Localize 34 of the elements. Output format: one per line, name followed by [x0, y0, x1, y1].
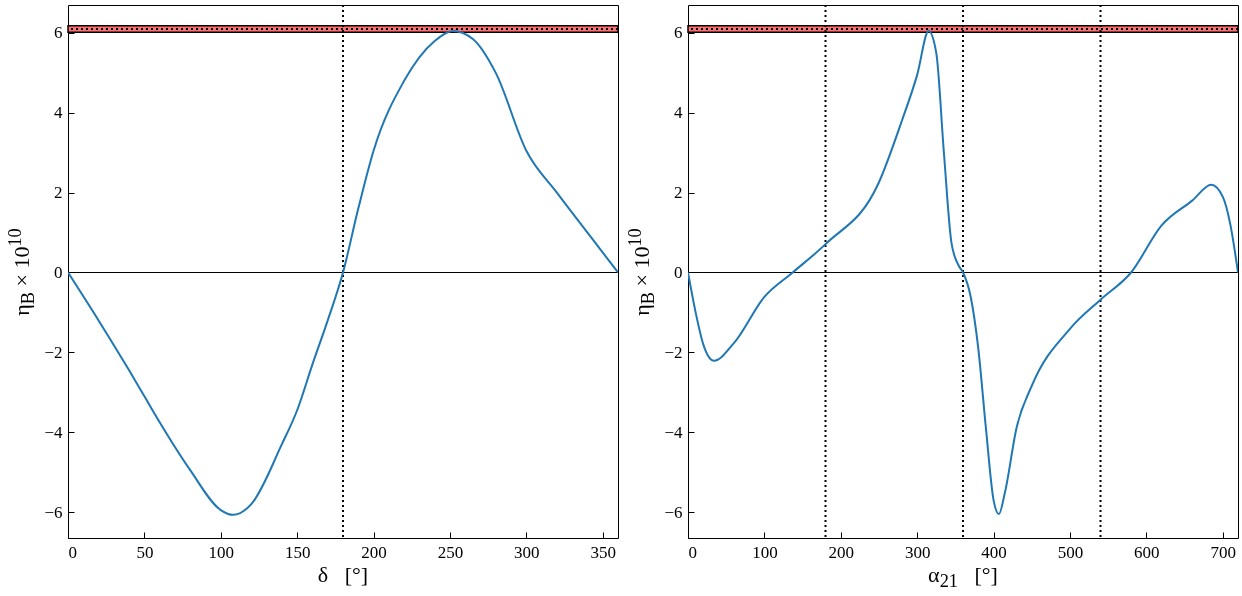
x-tick-label: 50: [136, 542, 154, 562]
y-tick-label: 0: [674, 263, 683, 282]
x-tick-label: 0: [688, 542, 697, 562]
y-tick-label: −2: [44, 342, 63, 362]
x-tick-label: 300: [904, 542, 931, 562]
y-tick-label: −2: [664, 342, 683, 362]
x-axis-title: α$_{21}$ [°]: [928, 562, 998, 593]
line-series: [68, 29, 618, 516]
x-tick-label: 200: [828, 542, 855, 562]
x-tick-label: 0: [68, 542, 77, 562]
x-tick-label: 300: [514, 542, 540, 562]
y-tick-label: 4: [54, 103, 63, 123]
x-tick-label: 200: [361, 542, 387, 562]
x-tick-label: 500: [1057, 542, 1084, 562]
x-tick-label: 400: [981, 542, 1007, 562]
x-axis-title: δ [°]: [317, 562, 369, 588]
y-tick-label: 2: [674, 183, 683, 203]
y-tick-label: 0: [54, 263, 63, 282]
x-tick-label: 350: [590, 542, 616, 562]
y-tick-label: 2: [54, 183, 63, 203]
x-tick-label: 100: [752, 542, 778, 562]
y-tick-label: 4: [674, 103, 683, 123]
y-tick-label: 6: [674, 23, 683, 43]
x-tick-label: 150: [284, 542, 311, 562]
x-tick-label: 700: [1210, 542, 1236, 562]
y-tick-label: 6: [54, 23, 63, 43]
line-series: [688, 29, 1238, 516]
x-tick-label: 100: [208, 542, 235, 562]
y-tick-label: −4: [44, 422, 63, 442]
y-tick-label: −4: [664, 422, 683, 442]
y-tick-label: −6: [664, 502, 683, 522]
x-tick-label: 600: [1134, 542, 1160, 562]
x-tick-label: 250: [437, 542, 464, 562]
y-tick-label: −6: [44, 502, 63, 522]
